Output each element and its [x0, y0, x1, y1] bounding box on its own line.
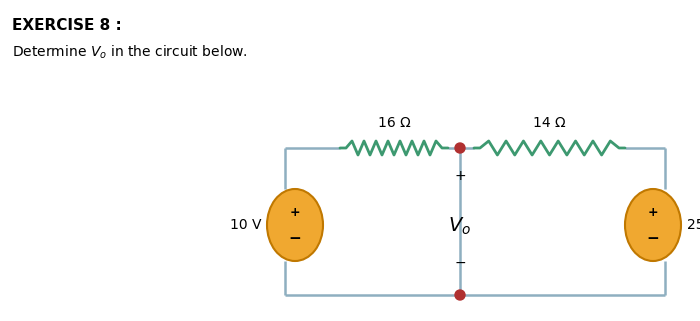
- Text: $V_o$: $V_o$: [449, 216, 472, 237]
- Text: −: −: [454, 256, 466, 270]
- Ellipse shape: [267, 189, 323, 261]
- Text: +: +: [648, 206, 658, 219]
- Text: +: +: [454, 169, 466, 183]
- Circle shape: [455, 143, 465, 153]
- Text: 10 V: 10 V: [230, 218, 261, 232]
- Text: Determine $V_o$ in the circuit below.: Determine $V_o$ in the circuit below.: [12, 44, 248, 61]
- Text: EXERCISE 8 :: EXERCISE 8 :: [12, 18, 122, 33]
- Circle shape: [455, 290, 465, 300]
- Ellipse shape: [625, 189, 681, 261]
- Text: −: −: [647, 231, 659, 246]
- Text: 16 Ω: 16 Ω: [377, 116, 410, 130]
- Text: 14 Ω: 14 Ω: [533, 116, 566, 130]
- Text: −: −: [288, 231, 302, 246]
- Text: +: +: [290, 206, 300, 219]
- Text: 25 V: 25 V: [687, 218, 700, 232]
